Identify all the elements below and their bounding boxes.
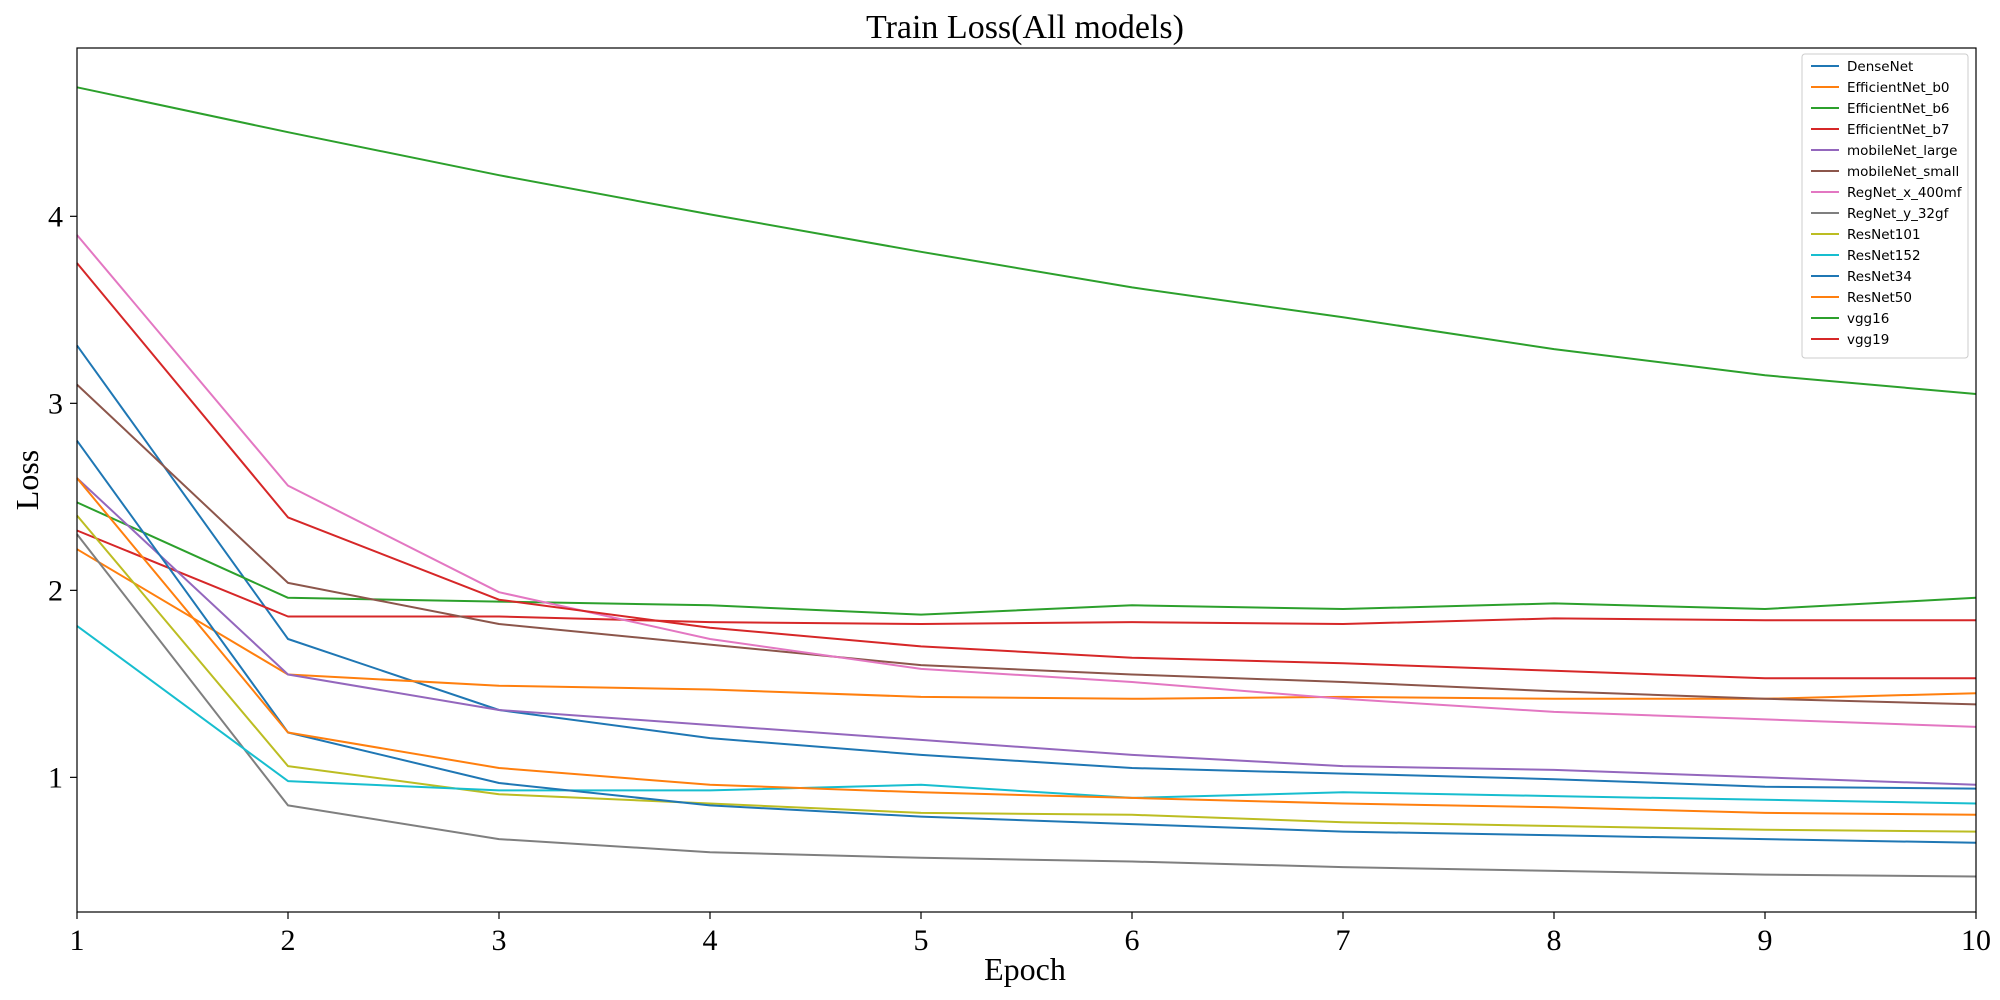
y-axis-ticks: 1 2 3 4 xyxy=(48,200,77,794)
y-tick-label: 1 xyxy=(48,761,63,794)
legend-label-vgg16: vgg16 xyxy=(1847,311,1889,327)
legend-label-mobilenet-small: mobileNet_small xyxy=(1847,164,1959,180)
series-line-mobilenet-large xyxy=(76,477,1977,786)
series-line-resnet34 xyxy=(76,440,1977,844)
x-axis-label: Epoch xyxy=(984,951,1066,987)
series-line-vgg16 xyxy=(76,86,1977,395)
legend-label-efficientnet-b6: EfficientNet_b6 xyxy=(1847,101,1950,117)
series-line-efficientnet-b7 xyxy=(76,529,1976,625)
plot-lines xyxy=(76,86,1977,878)
series-line-mobilenet-small xyxy=(76,383,1977,706)
legend-label-resnet152: ResNet152 xyxy=(1847,248,1921,264)
series-line-efficientnet-b6 xyxy=(76,501,1977,616)
x-tick-label: 10 xyxy=(1961,924,1991,957)
x-tick-label: 9 xyxy=(1758,924,1773,957)
plot-area-frame xyxy=(76,47,1977,913)
x-tick-label: 3 xyxy=(492,924,507,957)
y-tick-label: 3 xyxy=(48,387,63,420)
legend-box xyxy=(1801,53,1969,359)
legend-label-resnet50: ResNet50 xyxy=(1847,290,1912,306)
series-line-resnet50 xyxy=(76,477,1977,816)
series-line-densenet xyxy=(76,344,1977,790)
legend-label-densenet: DenseNet xyxy=(1847,59,1913,75)
legend-label-efficientnet-b0: EfficientNet_b0 xyxy=(1847,80,1950,96)
x-axis-ticks: 1 2 3 4 5 6 7 8 9 10 xyxy=(70,912,1991,957)
legend: DenseNet EfficientNet_b0 EfficientNet_b6 Ef… xyxy=(1801,53,1969,359)
x-tick-label: 8 xyxy=(1547,924,1562,957)
x-tick-label: 6 xyxy=(1125,924,1140,957)
series-line-vgg19 xyxy=(76,262,1976,680)
chart-title: Train Loss(All models) xyxy=(866,9,1184,46)
legend-label-efficientnet-b7: EfficientNet_b7 xyxy=(1847,122,1950,138)
legend-label-vgg19: vgg19 xyxy=(1847,332,1889,348)
legend-label-resnet101: ResNet101 xyxy=(1847,227,1921,243)
x-tick-label: 2 xyxy=(281,924,296,957)
y-tick-label: 2 xyxy=(48,574,63,607)
x-tick-label: 1 xyxy=(70,924,85,957)
y-tick-label: 4 xyxy=(48,200,63,233)
legend-label-resnet34: ResNet34 xyxy=(1847,269,1912,285)
series-line-regnet-y-32gf xyxy=(76,533,1977,878)
y-axis-label: Loss xyxy=(9,450,45,510)
legend-label-mobilenet-large: mobileNet_large xyxy=(1847,143,1957,159)
x-tick-label: 4 xyxy=(703,924,718,957)
legend-label-regnet-y-32gf: RegNet_y_32gf xyxy=(1847,206,1950,222)
x-tick-label: 5 xyxy=(914,924,929,957)
series-line-resnet152 xyxy=(76,625,1977,805)
legend-label-regnet-x-400mf: RegNet_x_400mf xyxy=(1847,185,1963,201)
x-tick-label: 7 xyxy=(1336,924,1351,957)
series-line-regnet-x-400mf xyxy=(76,234,1977,728)
series-line-efficientnet-b0 xyxy=(76,548,1977,700)
series-line-resnet101 xyxy=(76,514,1977,833)
